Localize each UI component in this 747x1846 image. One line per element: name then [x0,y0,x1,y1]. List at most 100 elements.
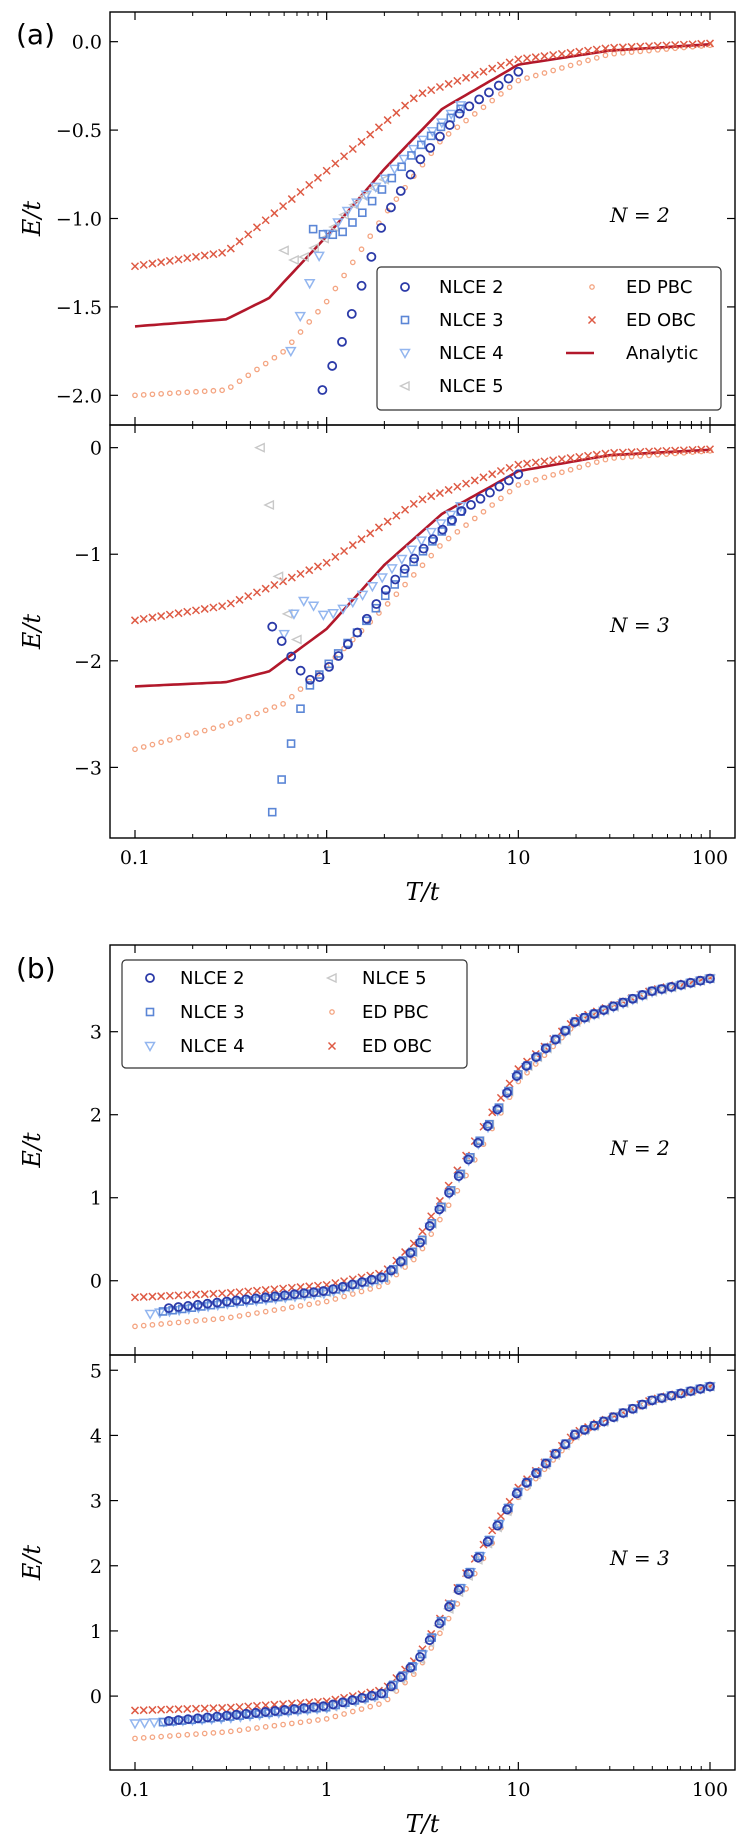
nlce2-point [270,1291,280,1302]
ed_pbc-point [158,739,164,746]
nlce3-point [328,230,338,240]
ed_obc-point [583,46,593,55]
ed_pbc-point [236,378,243,385]
nlce2-point [521,1061,532,1071]
ed_pbc-point [506,84,513,91]
nlce4-point [138,1718,151,1729]
y-axis-label: E/t [18,614,46,651]
ed_obc-point [296,569,305,578]
nlce3-point [417,1649,427,1659]
ed_pbc-point [506,488,513,495]
nlce2-point [493,80,504,91]
ed_obc-point [662,41,671,50]
nlce2-point [618,997,628,1008]
ed_obc-point [357,535,366,544]
nlce3-point [446,1600,456,1609]
nlce2-point [260,1292,271,1303]
annotation-b2: N = 3 [609,1546,670,1570]
nlce2-point [589,1008,599,1019]
ed_obc-point [174,1705,183,1714]
nlce4-point [627,995,639,1006]
nlce2-point [424,1635,435,1646]
nlce3-point [456,1169,465,1179]
nlce4-point [376,573,388,584]
nlce5-point [308,242,319,254]
ed_obc-point [418,89,427,98]
nlce2-point [250,1707,261,1718]
nlce2-point [627,993,638,1004]
nlce2-point [444,1601,454,1612]
analytic-curve [134,448,711,688]
legend-marker [145,1007,155,1017]
ed_pbc-point [463,522,469,528]
ed_obc-point [488,64,497,73]
legend-label: NLCE 3 [439,310,504,331]
nlce4-point [407,144,420,156]
nlce2-point [327,361,338,371]
nlce2-point [212,1297,222,1308]
nlce2-point [317,385,328,395]
nlce2-point [308,1287,319,1297]
legend-label: ED OBC [362,1036,432,1057]
legend-label: ED PBC [626,277,692,298]
nlce2-point [531,1468,541,1479]
ed_obc-point [296,187,305,197]
ed_obc-point [287,195,296,204]
ed_obc-point [305,180,314,189]
ed_pbc-point [541,70,548,76]
nlce2-point [627,1403,638,1414]
nlce3-point [296,704,305,713]
legend-label: ED PBC [362,1002,428,1023]
ed_pbc-point [254,710,260,717]
nlce3-point [407,151,416,160]
nlce4-point [327,609,339,620]
ed_pbc-point [428,552,435,559]
ed_pbc-point [184,389,191,396]
ed_obc-point [148,259,157,268]
ed_pbc-point [306,1718,313,1725]
y-tick-label: −0.5 [56,120,102,142]
nlce2-point [366,1690,377,1701]
ed_pbc-point [166,1733,173,1739]
nlce2-point [569,1017,580,1028]
ed_obc-point [575,452,584,461]
ed_pbc-point [393,591,400,598]
nlce2-point [647,1395,657,1406]
nlce4-point [396,554,408,566]
nlce2-point [434,1204,445,1215]
ed_obc-point [139,260,148,269]
nlce2-point [513,469,524,480]
nlce2-point [435,131,445,142]
ed_obc-point [191,606,201,615]
ed_pbc-point [419,562,426,569]
y-tick-label: 2 [90,1105,102,1127]
series-ed_obc-a1 [130,39,715,271]
nlce4-point [346,597,359,609]
ed_pbc-point [219,1729,225,1736]
ed_pbc-point [471,515,478,522]
ed_pbc-point [471,111,478,117]
series-nlce2-a1 [317,66,524,395]
ed_pbc-point [498,91,504,97]
nlce2-point [405,1248,416,1258]
nlce2-point [376,1272,387,1283]
ed_obc-point [653,41,662,50]
nlce2-point [366,251,377,262]
nlce2-point [685,1386,696,1397]
legend-item-ed_pbc: ED PBC [329,1002,428,1023]
ed_obc-point [270,1285,279,1294]
y-tick-label: −2.0 [56,385,102,407]
ed_obc-point [174,609,183,618]
ed_pbc-point [158,1321,164,1327]
ed_pbc-point [315,1300,321,1306]
ed_pbc-point [201,388,208,395]
ed_obc-point [340,152,349,161]
series-nlce3-a2 [267,507,465,817]
annotation-a1: N = 2 [609,203,670,227]
ed_obc-point [270,580,279,590]
ed_pbc-point [288,339,295,346]
nlce3-point [398,1671,408,1680]
nlce2-point [474,94,485,105]
ed_obc-point [540,457,549,466]
nlce2-point [425,142,436,153]
